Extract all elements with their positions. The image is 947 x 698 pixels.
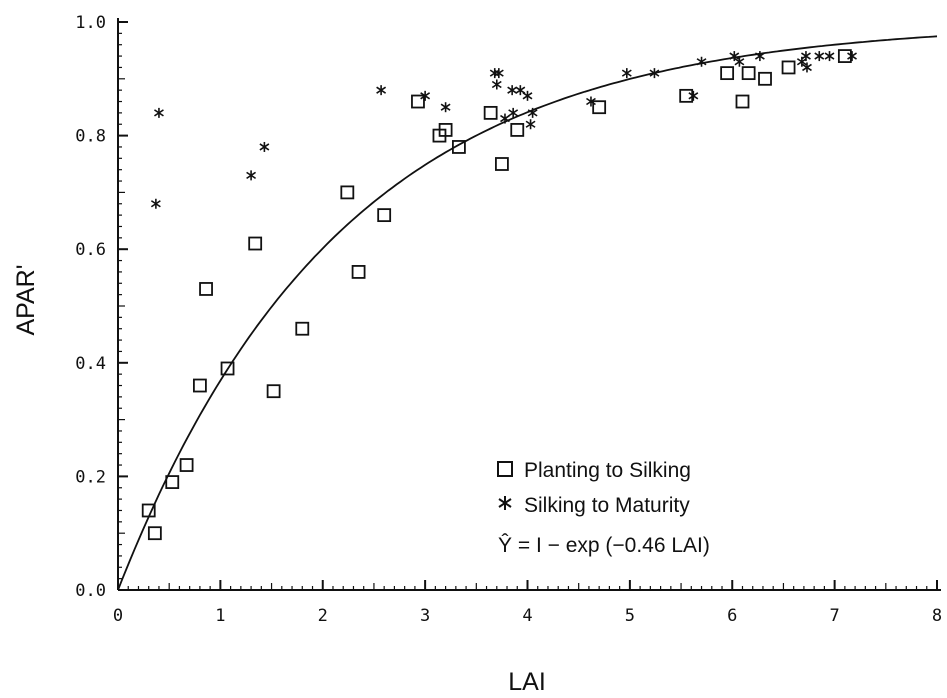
x-tick-label: 6	[727, 606, 737, 626]
tick-labels: 0 1 2 3 4 5 6 7 8 0.0 0.2 0.4 0.6 0.8 1.0	[75, 13, 942, 626]
legend-item-silking: Silking to Maturity	[524, 494, 690, 517]
y-tick-label: 0.0	[75, 581, 106, 601]
point-planting-to-silking	[495, 157, 509, 171]
point-planting-to-silking	[411, 94, 425, 109]
fit-curve-layer	[117, 35, 938, 591]
point-planting-to-silking	[720, 66, 735, 81]
point-planting-to-silking	[592, 100, 607, 115]
point-planting-to-silking	[741, 66, 756, 81]
fit-curve-line	[117, 35, 938, 591]
point-planting-to-silking	[351, 265, 366, 279]
point-silking-to-maturity	[802, 62, 812, 73]
legend-square-marker	[497, 461, 513, 477]
point-planting-to-silking	[483, 105, 498, 120]
y-tick-label: 0.2	[75, 467, 106, 487]
point-planting-to-silking	[220, 361, 235, 376]
point-silking-to-maturity	[754, 51, 765, 62]
point-silking-to-maturity	[420, 90, 431, 101]
point-planting-to-silking	[510, 123, 525, 137]
point-silking-to-maturity	[246, 170, 257, 181]
legend-item-equation: Ŷ = I − exp (−0.46 LAI)	[498, 534, 710, 557]
x-tick-label: 7	[830, 606, 840, 626]
ticks	[117, 21, 938, 591]
point-planting-to-silking	[758, 71, 772, 86]
point-silking-to-maturity	[814, 51, 825, 62]
point-silking-to-maturity	[440, 102, 451, 113]
point-planting-to-silking	[452, 140, 466, 154]
point-planting-to-silking	[679, 88, 694, 103]
point-silking-to-maturity	[734, 56, 745, 67]
point-planting-to-silking	[141, 503, 156, 518]
point-planting-to-silking	[199, 282, 213, 296]
point-planting-to-silking	[179, 458, 194, 472]
point-silking-to-maturity	[508, 107, 519, 118]
point-silking-to-maturity	[649, 68, 660, 79]
x-tick-label: 4	[522, 606, 532, 626]
legend-asterisk-marker	[498, 496, 512, 510]
x-tick-label: 1	[215, 606, 225, 626]
x-tick-label: 0	[113, 606, 123, 626]
point-silking-to-maturity	[154, 107, 164, 118]
y-tick-label: 0.4	[75, 354, 106, 374]
point-silking-to-maturity	[696, 56, 707, 67]
point-silking-to-maturity	[586, 96, 596, 107]
point-silking-to-maturity	[729, 51, 740, 62]
point-planting-to-silking	[266, 384, 281, 399]
point-silking-to-maturity	[688, 90, 699, 101]
point-silking-to-maturity	[525, 119, 536, 130]
point-silking-to-maturity	[824, 51, 835, 62]
point-planting-to-silking	[295, 321, 310, 336]
point-planting-to-silking	[781, 60, 796, 75]
x-tick-label: 2	[318, 606, 328, 626]
point-planting-to-silking	[147, 526, 162, 541]
x-tick-label: 5	[625, 606, 635, 626]
point-silking-to-maturity	[507, 85, 518, 96]
y-tick-label: 0.6	[75, 240, 106, 260]
point-silking-to-maturity	[376, 85, 387, 96]
points-layer	[141, 49, 857, 541]
x-tick-label: 8	[932, 606, 942, 626]
point-silking-to-maturity	[847, 51, 857, 62]
point-silking-to-maturity	[515, 85, 526, 96]
point-planting-to-silking	[165, 475, 180, 489]
point-silking-to-maturity	[621, 68, 632, 79]
point-silking-to-maturity	[491, 79, 502, 90]
y-tick-label: 1.0	[75, 13, 106, 33]
point-planting-to-silking	[438, 123, 453, 137]
point-planting-to-silking	[248, 236, 263, 251]
point-planting-to-silking	[735, 94, 750, 109]
point-planting-to-silking	[192, 378, 207, 393]
point-silking-to-maturity	[801, 51, 811, 62]
point-planting-to-silking	[837, 49, 852, 63]
point-silking-to-maturity	[150, 198, 161, 209]
point-silking-to-maturity	[522, 90, 533, 101]
legend-item-planting: Planting to Silking	[524, 459, 691, 482]
point-silking-to-maturity	[500, 113, 510, 124]
point-planting-to-silking	[340, 185, 355, 200]
point-planting-to-silking	[377, 208, 392, 223]
legend: Planting to Silking Silking to Maturity …	[497, 459, 710, 557]
point-silking-to-maturity	[527, 107, 538, 118]
point-silking-to-maturity	[493, 68, 504, 79]
x-axis-title: LAI	[508, 668, 546, 696]
point-silking-to-maturity	[259, 141, 270, 152]
y-tick-label: 0.8	[75, 127, 106, 147]
x-tick-label: 3	[420, 606, 430, 626]
y-axis-title: APAR'	[12, 265, 40, 336]
